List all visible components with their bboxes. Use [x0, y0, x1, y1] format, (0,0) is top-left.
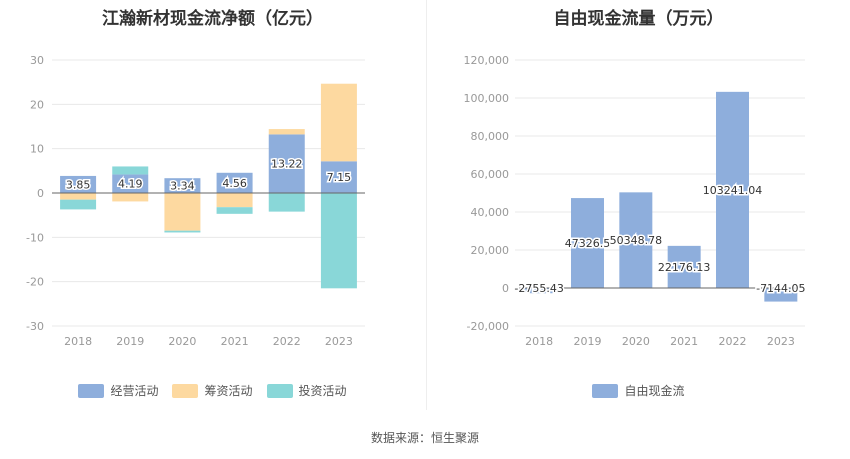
bar[interactable]	[164, 178, 201, 193]
bar[interactable]	[60, 199, 97, 210]
legend-label: 筹资活动	[204, 384, 253, 398]
data-label: 7.15	[327, 171, 352, 184]
x-tick-label: 2018	[525, 335, 553, 348]
y-tick-label: 0	[37, 187, 44, 200]
legend-item[interactable]: 投资活动	[266, 382, 347, 399]
bar[interactable]	[112, 193, 149, 202]
legend-swatch	[172, 383, 199, 398]
data-label: 4.19	[118, 178, 143, 191]
bar[interactable]	[164, 230, 201, 233]
bar[interactable]	[619, 192, 653, 288]
x-tick-label: 2020	[168, 335, 196, 348]
data-label: -7144.05	[756, 282, 805, 295]
bar[interactable]	[667, 245, 701, 288]
y-tick-label: 20	[30, 98, 44, 111]
y-tick-label: 40,000	[471, 206, 510, 219]
y-tick-label: 20,000	[471, 244, 510, 257]
x-tick-label: 2019	[116, 335, 144, 348]
x-tick-label: 2022	[273, 335, 301, 348]
legend-item[interactable]: 经营活动	[78, 382, 158, 399]
legend-swatch	[78, 383, 105, 398]
legend-swatch	[266, 383, 293, 398]
bar[interactable]	[60, 193, 97, 200]
bar[interactable]	[216, 207, 253, 214]
cash-flow-panel: 江瀚新材现金流净额（亿元） -30 -20 -10 0 10 20 30 2018 2019 20…	[0, 0, 425, 410]
y-tick-label: 0	[502, 282, 509, 295]
data-source: 数据来源：恒生聚源	[370, 431, 479, 445]
y-tick-label: 30	[30, 54, 44, 67]
y-tick-label: 60,000	[471, 168, 510, 181]
bar[interactable]	[716, 91, 749, 288]
data-label: -2755.43	[514, 282, 563, 295]
legend-swatch	[592, 383, 619, 398]
bar[interactable]	[320, 193, 357, 289]
bar[interactable]	[268, 134, 305, 193]
bar[interactable]	[268, 129, 305, 135]
x-tick-label: 2022	[719, 335, 747, 348]
y-tick-label: 10	[30, 143, 44, 156]
bar[interactable]	[764, 288, 798, 302]
data-label: 50348.78	[610, 234, 663, 247]
chart-title: 江瀚新材现金流净额（亿元）	[102, 9, 323, 29]
y-tick-label: -20	[26, 276, 44, 289]
data-label: 22176.13	[658, 261, 711, 274]
panel-divider	[426, 0, 427, 410]
bar[interactable]	[216, 172, 253, 193]
bar[interactable]	[164, 193, 201, 231]
bar[interactable]	[112, 174, 149, 193]
data-label: 3.85	[66, 178, 91, 191]
y-tick-label: 100,000	[464, 92, 510, 105]
data-label: 3.34	[170, 180, 195, 193]
x-tick-label: 2023	[325, 335, 353, 348]
bar[interactable]	[268, 193, 305, 212]
x-tick-label: 2023	[767, 335, 795, 348]
chart-title: 自由现金流量（万元）	[553, 9, 724, 29]
data-label: 4.56	[222, 177, 247, 190]
legend-label: 经营活动	[110, 384, 159, 398]
legend: 自由现金流	[427, 382, 850, 399]
bar[interactable]	[216, 193, 253, 208]
y-tick-label: 80,000	[471, 130, 510, 143]
y-tick-label: -10	[26, 231, 44, 244]
bar[interactable]	[320, 83, 357, 162]
legend-item[interactable]: 自由现金流	[592, 382, 685, 399]
bar[interactable]	[522, 288, 556, 294]
x-tick-label: 2018	[64, 335, 92, 348]
free-cash-flow-chart: -20,000 0 20,000 40,000 60,000 80,000 100,000 1…	[464, 54, 808, 348]
legend-label: 投资活动	[298, 384, 347, 398]
legend-item[interactable]: 筹资活动	[172, 382, 253, 399]
bar[interactable]	[571, 198, 604, 288]
legend-label: 自由现金流	[624, 384, 685, 398]
bar[interactable]	[112, 166, 149, 175]
x-tick-label: 2021	[221, 335, 249, 348]
free-cash-flow-panel: 自由现金流量（万元） -20,000 0 20,000 40,000 60,000 80,…	[427, 0, 850, 410]
data-label: 103241.04	[703, 184, 763, 197]
x-tick-label: 2021	[670, 335, 698, 348]
bar[interactable]	[60, 175, 97, 193]
cash-flow-chart: -30 -20 -10 0 10 20 30 2018 2019 2020 2021 2022 2023…	[26, 54, 365, 348]
y-tick-label: -30	[26, 320, 44, 333]
bar[interactable]	[320, 161, 357, 193]
data-label: 47326.5	[565, 237, 611, 250]
y-tick-label: -20,000	[467, 320, 509, 333]
y-tick-label: 120,000	[464, 54, 510, 67]
data-label: 13.22	[271, 158, 303, 171]
x-tick-label: 2020	[622, 335, 650, 348]
legend: 经营活动 筹资活动 投资活动	[0, 382, 425, 399]
x-tick-label: 2019	[574, 335, 602, 348]
